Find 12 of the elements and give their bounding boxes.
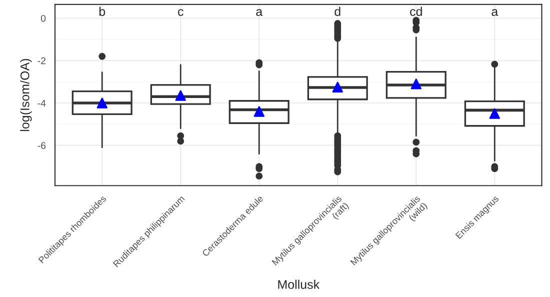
annotation: a (256, 9, 263, 16)
annotation: c (178, 9, 184, 16)
y-tick-label: -4 (38, 100, 46, 107)
y-tick-label: 0 (40, 14, 46, 22)
y-tick-label: -6 (38, 142, 46, 149)
y-tick-label: -2 (38, 57, 46, 64)
annotation: cd (410, 6, 422, 16)
x-axis-title: Mollusk (278, 280, 320, 289)
annotation: d (334, 6, 340, 16)
annotation: a (492, 9, 498, 16)
annotation: b (99, 6, 106, 16)
y-axis-title: log(Isom/OA) (20, 59, 32, 132)
